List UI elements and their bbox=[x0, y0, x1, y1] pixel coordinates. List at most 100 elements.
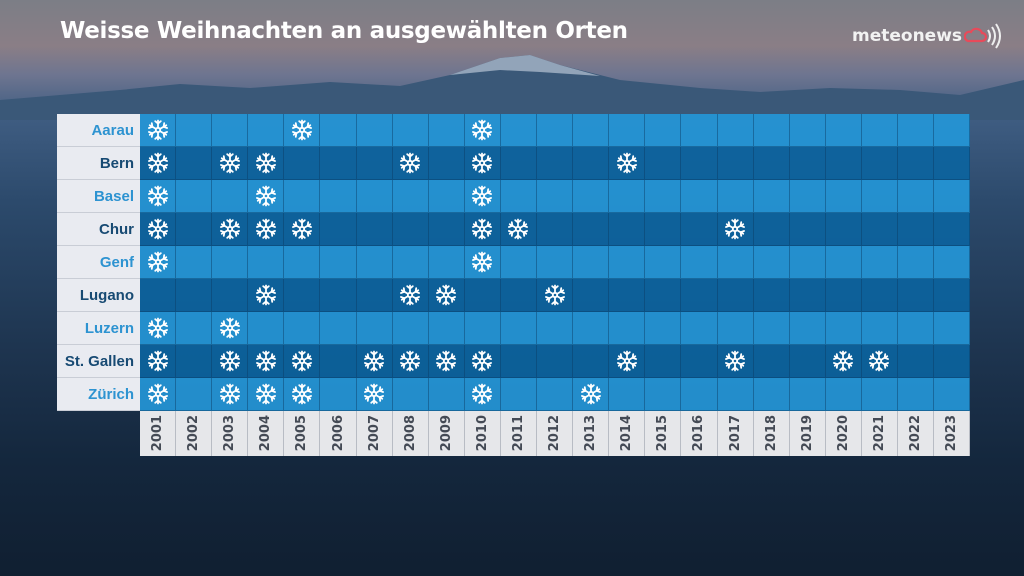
year-cell bbox=[717, 180, 754, 213]
year-cell bbox=[717, 246, 754, 279]
cloud-signal-icon bbox=[964, 23, 1002, 49]
year-cell bbox=[320, 345, 357, 378]
year-cell bbox=[212, 312, 249, 345]
year-cell bbox=[861, 378, 898, 411]
table-row: St. Gallen bbox=[57, 345, 971, 378]
year-tick: 2001 bbox=[140, 411, 177, 456]
year-cell bbox=[861, 180, 898, 213]
year-cell bbox=[681, 180, 718, 213]
snowflake-icon bbox=[471, 251, 493, 273]
year-cell bbox=[753, 345, 790, 378]
year-cell bbox=[789, 147, 826, 180]
year-cell bbox=[825, 345, 862, 378]
year-cell bbox=[428, 213, 465, 246]
year-cell bbox=[284, 180, 321, 213]
year-tick: 2002 bbox=[176, 411, 213, 456]
year-label: 2008 bbox=[402, 415, 418, 452]
year-cell bbox=[248, 345, 285, 378]
year-cell bbox=[645, 246, 682, 279]
year-cell bbox=[681, 114, 718, 147]
year-cell bbox=[573, 345, 610, 378]
snowflake-icon bbox=[255, 185, 277, 207]
year-label: 2007 bbox=[366, 415, 382, 452]
snowflake-icon bbox=[147, 152, 169, 174]
year-cell bbox=[645, 378, 682, 411]
year-cell bbox=[573, 378, 610, 411]
year-cell bbox=[140, 345, 177, 378]
year-tick: 2010 bbox=[465, 411, 501, 456]
year-cell bbox=[609, 246, 646, 279]
snowflake-icon bbox=[255, 218, 277, 240]
location-label: Basel bbox=[57, 180, 140, 213]
snowflake-icon bbox=[616, 350, 638, 372]
year-label: 2002 bbox=[186, 415, 202, 452]
year-cell bbox=[356, 180, 393, 213]
snowflake-icon bbox=[507, 218, 529, 240]
year-cell bbox=[934, 114, 971, 147]
year-cell bbox=[825, 180, 862, 213]
year-tick: 2004 bbox=[248, 411, 285, 456]
year-cell bbox=[140, 147, 177, 180]
snowflake-icon bbox=[147, 251, 169, 273]
year-cell bbox=[320, 114, 357, 147]
year-cell bbox=[392, 345, 429, 378]
year-cell bbox=[320, 180, 357, 213]
year-cell bbox=[897, 246, 935, 279]
year-label: 2005 bbox=[294, 415, 310, 452]
year-cell bbox=[681, 345, 718, 378]
year-cell bbox=[248, 114, 285, 147]
snowflake-icon bbox=[471, 152, 493, 174]
year-cell bbox=[537, 180, 574, 213]
year-cell bbox=[356, 147, 393, 180]
year-tick: 2011 bbox=[501, 411, 538, 456]
year-label: 2006 bbox=[330, 415, 346, 452]
year-cell bbox=[320, 312, 357, 345]
year-cell bbox=[176, 345, 213, 378]
year-cell bbox=[176, 147, 213, 180]
year-cell bbox=[464, 114, 501, 147]
year-cell bbox=[140, 312, 177, 345]
year-cell bbox=[861, 279, 898, 312]
year-cell bbox=[789, 312, 826, 345]
year-cell bbox=[212, 345, 249, 378]
year-cell bbox=[681, 246, 718, 279]
year-cell bbox=[609, 147, 646, 180]
year-tick: 2015 bbox=[645, 411, 682, 456]
year-cell bbox=[825, 213, 862, 246]
year-cell bbox=[140, 279, 177, 312]
year-label: 2019 bbox=[799, 415, 815, 452]
snowflake-icon bbox=[147, 383, 169, 405]
year-cell bbox=[176, 213, 213, 246]
year-cell bbox=[428, 180, 465, 213]
year-cell bbox=[140, 246, 177, 279]
year-cell bbox=[320, 378, 357, 411]
year-tick: 2009 bbox=[429, 411, 465, 456]
year-cell bbox=[140, 378, 177, 411]
year-cell bbox=[464, 180, 501, 213]
location-label: Lugano bbox=[57, 279, 140, 312]
snowflake-icon bbox=[868, 350, 890, 372]
year-cell bbox=[609, 312, 646, 345]
snowflake-icon bbox=[255, 350, 277, 372]
year-label: 2023 bbox=[944, 415, 960, 452]
year-cell bbox=[212, 114, 249, 147]
year-label: 2014 bbox=[619, 415, 635, 452]
year-cell bbox=[392, 378, 429, 411]
year-cell bbox=[645, 345, 682, 378]
year-cell bbox=[248, 246, 285, 279]
snowflake-icon bbox=[580, 383, 602, 405]
year-cell bbox=[825, 312, 862, 345]
year-cell bbox=[897, 378, 935, 411]
year-cell bbox=[500, 378, 538, 411]
year-cell bbox=[789, 180, 826, 213]
year-cell bbox=[356, 114, 393, 147]
year-cell bbox=[717, 114, 754, 147]
year-label: 2009 bbox=[438, 415, 454, 452]
year-cell bbox=[645, 279, 682, 312]
snowflake-icon bbox=[435, 284, 457, 306]
year-cell bbox=[717, 213, 754, 246]
snowflake-icon bbox=[219, 218, 241, 240]
year-cell bbox=[500, 312, 538, 345]
year-cell bbox=[753, 378, 790, 411]
year-cell bbox=[464, 345, 501, 378]
